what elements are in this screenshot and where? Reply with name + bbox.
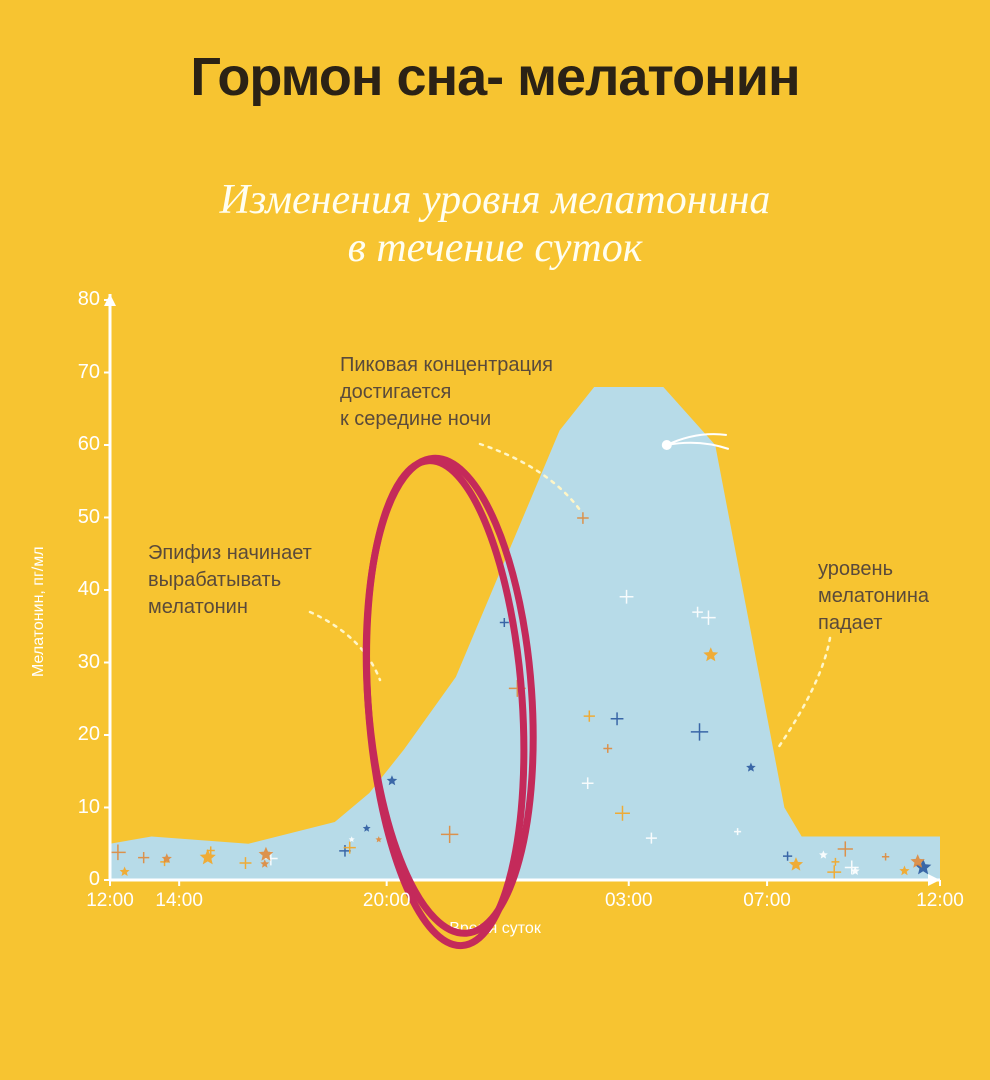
- leader-peak: [480, 444, 580, 510]
- annotation-drop: уровень мелатонина падает: [818, 556, 929, 637]
- x-tick-label: 12:00: [75, 890, 145, 912]
- y-tick-label: 0: [50, 868, 100, 891]
- leader-drop: [778, 638, 830, 748]
- y-tick-label: 20: [50, 723, 100, 746]
- x-tick-label: 07:00: [732, 890, 802, 912]
- y-tick-label: 40: [50, 578, 100, 601]
- y-tick-label: 60: [50, 433, 100, 456]
- annotation-peak: Пиковая концентрация достигается к серед…: [340, 352, 553, 433]
- y-tick-label: 80: [50, 288, 100, 311]
- x-tick-label: 12:00: [905, 890, 975, 912]
- y-tick-label: 10: [50, 796, 100, 819]
- x-tick-label: 03:00: [594, 890, 664, 912]
- annotation-start: Эпифиз начинает вырабатывать мелатонин: [148, 540, 312, 621]
- y-tick-label: 70: [50, 361, 100, 384]
- y-tick-label: 50: [50, 506, 100, 529]
- x-tick-label: 14:00: [144, 890, 214, 912]
- y-tick-label: 30: [50, 651, 100, 674]
- x-tick-label: 20:00: [352, 890, 422, 912]
